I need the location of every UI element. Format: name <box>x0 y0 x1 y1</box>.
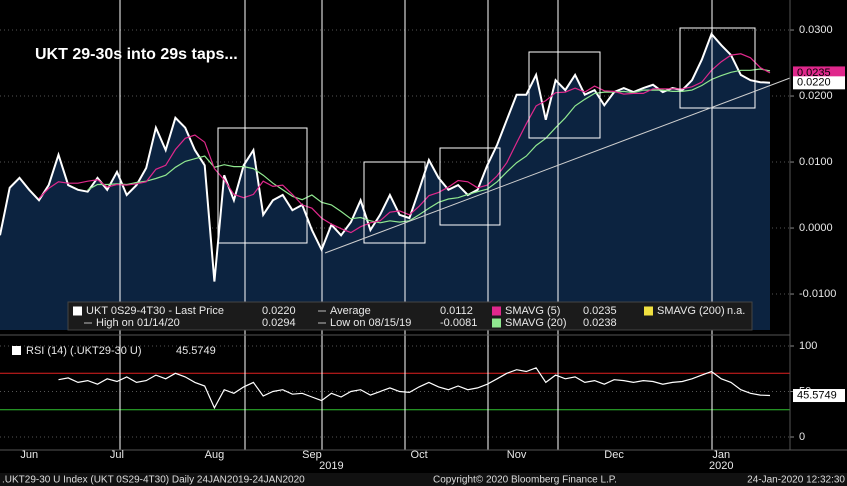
value-tag: 0.0220 <box>797 77 831 89</box>
legend-swatch <box>492 318 501 328</box>
legend-value: -0.0081 <box>440 317 477 329</box>
legend-label: SMAVG (5) <box>505 305 560 317</box>
highlight-box <box>217 127 308 244</box>
y-tick-label: 0.0200 <box>799 90 833 102</box>
legend-label: SMAVG (20) <box>505 317 567 329</box>
y-tick-label: 0.0000 <box>799 222 833 234</box>
legend-value: 0.0112 <box>440 305 473 317</box>
legend-label: UKT 0S29-4T30 - Last Price <box>86 305 224 317</box>
x-tick-label: Sep <box>302 449 322 461</box>
x-tick-label: Aug <box>205 449 225 461</box>
x-tick-label: Nov <box>507 449 527 461</box>
value-tag: 0.0235 <box>797 67 831 79</box>
annotations <box>119 0 791 450</box>
footer-center: Copyright© 2020 Bloomberg Finance L.P. <box>433 475 617 486</box>
highlight-box <box>679 27 756 109</box>
legend-swatch <box>644 306 653 316</box>
legend-swatch <box>492 306 501 316</box>
x-group-label: 2020 <box>709 460 733 472</box>
chart-title: UKT 29-30s into 29s taps... <box>35 46 238 63</box>
legend-label: Low on 08/15/19 <box>330 317 411 329</box>
highlight-box <box>528 51 601 139</box>
price-line <box>0 32 771 282</box>
legend-box <box>67 301 753 331</box>
x-tick-label: Dec <box>604 449 624 461</box>
legend-label: RSI (14) (.UKT29-30 U) <box>26 345 142 357</box>
legend-value: n.a. <box>727 305 745 317</box>
x-tick-label: Oct <box>411 449 428 461</box>
value-tag: 45.5749 <box>797 389 837 401</box>
highlight-box <box>363 161 426 244</box>
legend-label: Average <box>330 305 371 317</box>
legend-label: High on 01/14/20 <box>96 317 180 329</box>
legend-value: 0.0235 <box>583 305 617 317</box>
legend-layer: UKT 0S29-4T30 - Last Price 0.0220 Average 0… <box>12 301 753 357</box>
area-fill <box>0 34 770 330</box>
legend-swatch <box>73 306 82 316</box>
x-tick-label: Jan <box>712 449 730 461</box>
price-line <box>58 367 771 410</box>
value-tag-box <box>793 76 845 90</box>
y-tick-label: 0.0300 <box>799 24 833 36</box>
legend-label: SMAVG (200) <box>657 305 725 317</box>
highlight-box <box>439 147 501 226</box>
value-tag-box <box>793 66 845 80</box>
legend-swatch <box>12 346 21 355</box>
price-panel <box>0 29 794 330</box>
legend-value: 45.5749 <box>176 345 216 357</box>
y-tick-label: 0.0100 <box>799 156 833 168</box>
status-bar <box>0 473 847 486</box>
legend-value: 0.0238 <box>583 317 617 329</box>
value-tag-box <box>793 389 845 403</box>
x-tick-label: Jun <box>20 449 38 461</box>
legend-value: 0.0294 <box>262 317 296 329</box>
x-tick-label: Jul <box>110 449 124 461</box>
footer-left: .UKT29-30 U Index (UKT 0S29-4T30) Daily … <box>2 475 305 486</box>
rsi-panel <box>0 345 794 438</box>
y-tick-label: -0.0100 <box>799 288 836 300</box>
trend-line <box>324 77 791 254</box>
y-tick-label: 0 <box>799 431 805 443</box>
legend-value: 0.0220 <box>262 305 296 317</box>
y-tick-label: 100 <box>799 340 817 352</box>
footer-right: 24-Jan-2020 12:32:30 <box>747 475 845 486</box>
x-group-label: 2019 <box>319 460 343 472</box>
series-line <box>87 68 771 224</box>
